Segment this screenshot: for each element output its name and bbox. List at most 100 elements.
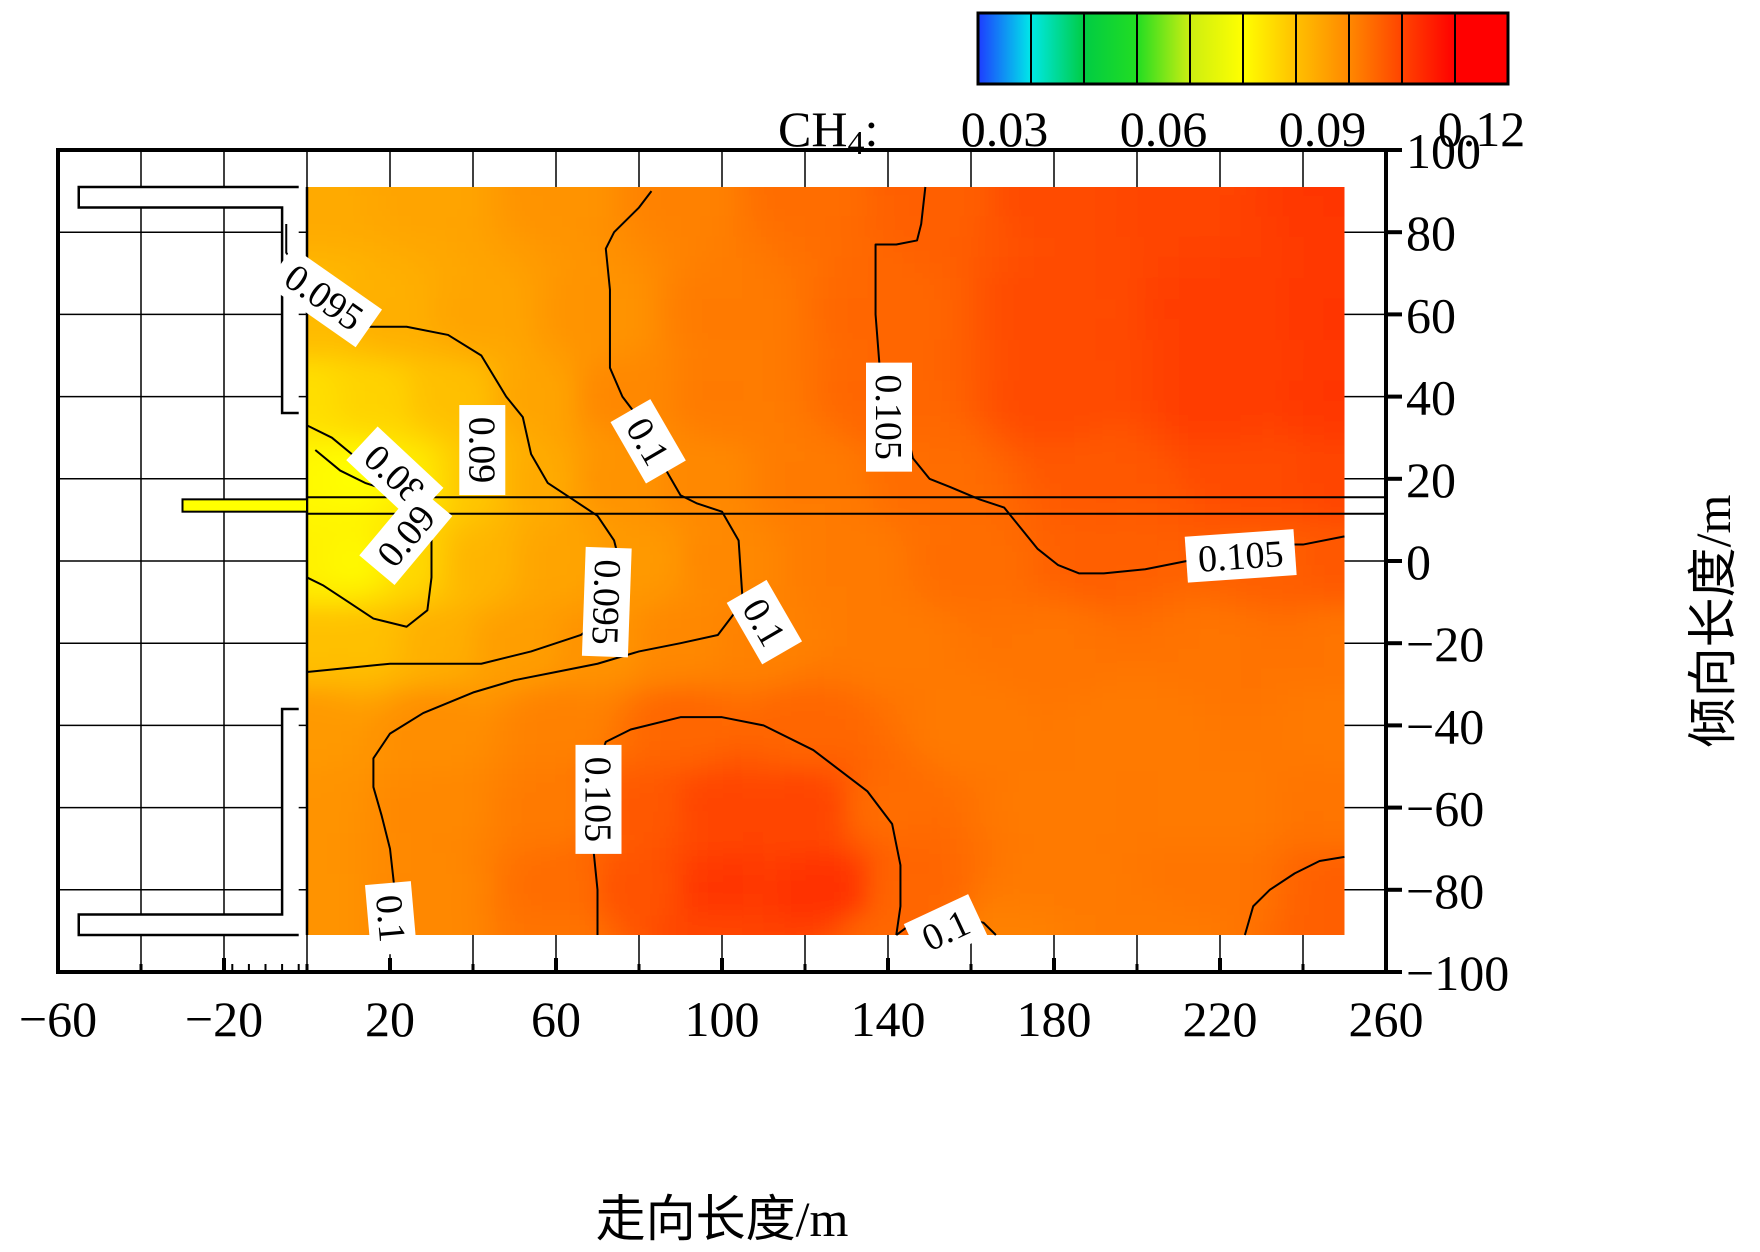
field-cell bbox=[659, 893, 682, 916]
field-cell bbox=[763, 339, 785, 361]
field-cell bbox=[1157, 688, 1180, 710]
field-cell bbox=[390, 297, 412, 320]
field-cell bbox=[991, 256, 1014, 279]
field-cell bbox=[1054, 585, 1076, 607]
field-cell bbox=[1074, 339, 1097, 361]
field-cell bbox=[410, 606, 433, 628]
field-cell bbox=[1054, 482, 1076, 505]
field-cell bbox=[1303, 380, 1325, 402]
field-cell bbox=[908, 441, 931, 463]
field-cell bbox=[535, 277, 557, 299]
field-cell bbox=[431, 186, 453, 196]
field-cell bbox=[1199, 811, 1221, 833]
field-cell bbox=[307, 482, 329, 505]
field-cell bbox=[991, 708, 1014, 731]
field-cell bbox=[348, 708, 370, 731]
field-cell bbox=[1012, 339, 1034, 361]
field-cell bbox=[846, 606, 868, 628]
field-cell bbox=[950, 277, 972, 299]
field-cell bbox=[493, 688, 516, 710]
field-cell bbox=[410, 832, 433, 854]
field-cell bbox=[473, 647, 495, 669]
field-cell bbox=[1033, 914, 1055, 936]
field-cell bbox=[1345, 894, 1366, 915]
field-cell bbox=[1303, 893, 1325, 916]
field-cell bbox=[1116, 339, 1138, 361]
field-cell bbox=[659, 873, 682, 895]
field-cell bbox=[763, 688, 785, 710]
field-cell bbox=[514, 893, 536, 916]
field-cell bbox=[535, 606, 557, 628]
field-cell bbox=[680, 186, 702, 196]
field-cell bbox=[1095, 873, 1117, 895]
field-cell bbox=[991, 236, 1014, 258]
field-cell bbox=[1282, 626, 1304, 648]
field-cell bbox=[1303, 688, 1325, 710]
field-cell bbox=[991, 195, 1014, 217]
field-cell bbox=[1220, 339, 1242, 361]
field-cell bbox=[369, 277, 391, 299]
field-cell bbox=[1282, 708, 1304, 731]
field-cell bbox=[846, 359, 868, 381]
field-cell bbox=[1323, 441, 1345, 463]
field-cell bbox=[1033, 400, 1055, 422]
field-cell bbox=[825, 688, 848, 710]
field-cell bbox=[701, 791, 723, 813]
field-cell bbox=[1096, 154, 1117, 175]
field-cell bbox=[390, 400, 412, 422]
field-cell bbox=[1323, 647, 1345, 669]
field-cell bbox=[1261, 688, 1283, 710]
field-cell bbox=[473, 524, 495, 546]
field-cell bbox=[410, 585, 433, 607]
field-cell bbox=[369, 770, 391, 792]
field-cell bbox=[1220, 277, 1242, 299]
field-cell bbox=[1303, 832, 1325, 854]
field-cell bbox=[597, 914, 619, 936]
field-cell bbox=[1261, 236, 1283, 258]
field-cell bbox=[1303, 791, 1325, 813]
field-cell bbox=[659, 277, 682, 299]
field-cell bbox=[410, 380, 433, 402]
field-cell bbox=[1240, 359, 1263, 381]
field-cell bbox=[1116, 462, 1138, 484]
field-cell bbox=[1220, 606, 1242, 628]
field-cell bbox=[784, 462, 806, 484]
field-cell bbox=[390, 770, 412, 792]
field-cell bbox=[929, 585, 951, 607]
field-cell bbox=[825, 873, 848, 895]
field-cell bbox=[452, 893, 474, 916]
field-cell bbox=[1012, 421, 1034, 443]
field-cell bbox=[929, 750, 951, 772]
field-cell bbox=[307, 626, 329, 648]
field-cell bbox=[742, 688, 765, 710]
field-cell bbox=[825, 914, 848, 936]
field-cell bbox=[369, 380, 391, 402]
field-cell bbox=[1095, 893, 1117, 916]
field-cell bbox=[971, 318, 993, 340]
field-cell bbox=[1323, 770, 1345, 792]
field-cell bbox=[556, 380, 578, 402]
field-cell bbox=[991, 893, 1014, 916]
field-cell bbox=[1303, 400, 1325, 422]
field-cell bbox=[1199, 585, 1221, 607]
field-cell bbox=[1303, 667, 1325, 690]
field-cell bbox=[867, 297, 889, 320]
field-cell bbox=[493, 339, 516, 361]
field-cell bbox=[431, 832, 453, 854]
field-cell bbox=[784, 339, 806, 361]
field-cell bbox=[1012, 236, 1034, 258]
field-cell bbox=[1054, 832, 1076, 854]
field-cell bbox=[1323, 421, 1345, 443]
field-cell bbox=[1178, 770, 1200, 792]
field-cell bbox=[950, 380, 972, 402]
field-cell bbox=[846, 186, 868, 196]
field-cell bbox=[639, 359, 661, 381]
field-cell bbox=[805, 935, 827, 936]
field-cell bbox=[307, 400, 329, 422]
field-cell bbox=[1220, 441, 1242, 463]
field-cell bbox=[680, 215, 702, 237]
field-cell bbox=[784, 154, 805, 175]
field-cell bbox=[1137, 585, 1159, 607]
field-cell bbox=[950, 318, 972, 340]
field-cell bbox=[307, 832, 329, 854]
